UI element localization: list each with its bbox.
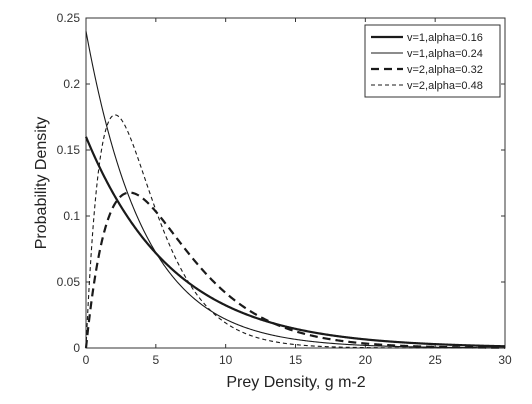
y-tick-label: 0.15 <box>57 143 81 157</box>
x-tick-label: 0 <box>83 353 90 367</box>
legend-label: v=2,alpha=0.32 <box>407 64 483 76</box>
legend-label: v=1,alpha=0.16 <box>407 32 483 44</box>
y-tick-label: 0 <box>73 341 80 355</box>
legend-label: v=1,alpha=0.24 <box>407 48 483 60</box>
legend: v=1,alpha=0.16 v=1,alpha=0.24 v=2,alpha=0.… <box>364 24 501 98</box>
x-tick-label: 20 <box>359 353 373 367</box>
x-tick-label: 25 <box>428 353 442 367</box>
y-tick-label: 0.25 <box>57 11 81 25</box>
axis-ticks: 0 5 10 15 20 25 30 0 0.05 0.1 0.15 0.2 0.25 <box>57 11 512 367</box>
y-tick-label: 0.2 <box>63 77 80 91</box>
legend-label: v=2,alpha=0.48 <box>407 80 483 92</box>
x-tick-label: 30 <box>498 353 512 367</box>
x-tick-label: 10 <box>219 353 233 367</box>
x-tick-label: 15 <box>289 353 303 367</box>
y-axis-title: Probability Density <box>33 117 50 250</box>
series-lines <box>84 31 506 349</box>
x-axis-title: Prey Density, g m-2 <box>226 374 365 391</box>
y-tick-label: 0.05 <box>57 275 81 289</box>
series-line-2 <box>85 31 505 349</box>
y-tick-label: 0.1 <box>63 209 80 223</box>
x-tick-label: 5 <box>152 353 159 367</box>
